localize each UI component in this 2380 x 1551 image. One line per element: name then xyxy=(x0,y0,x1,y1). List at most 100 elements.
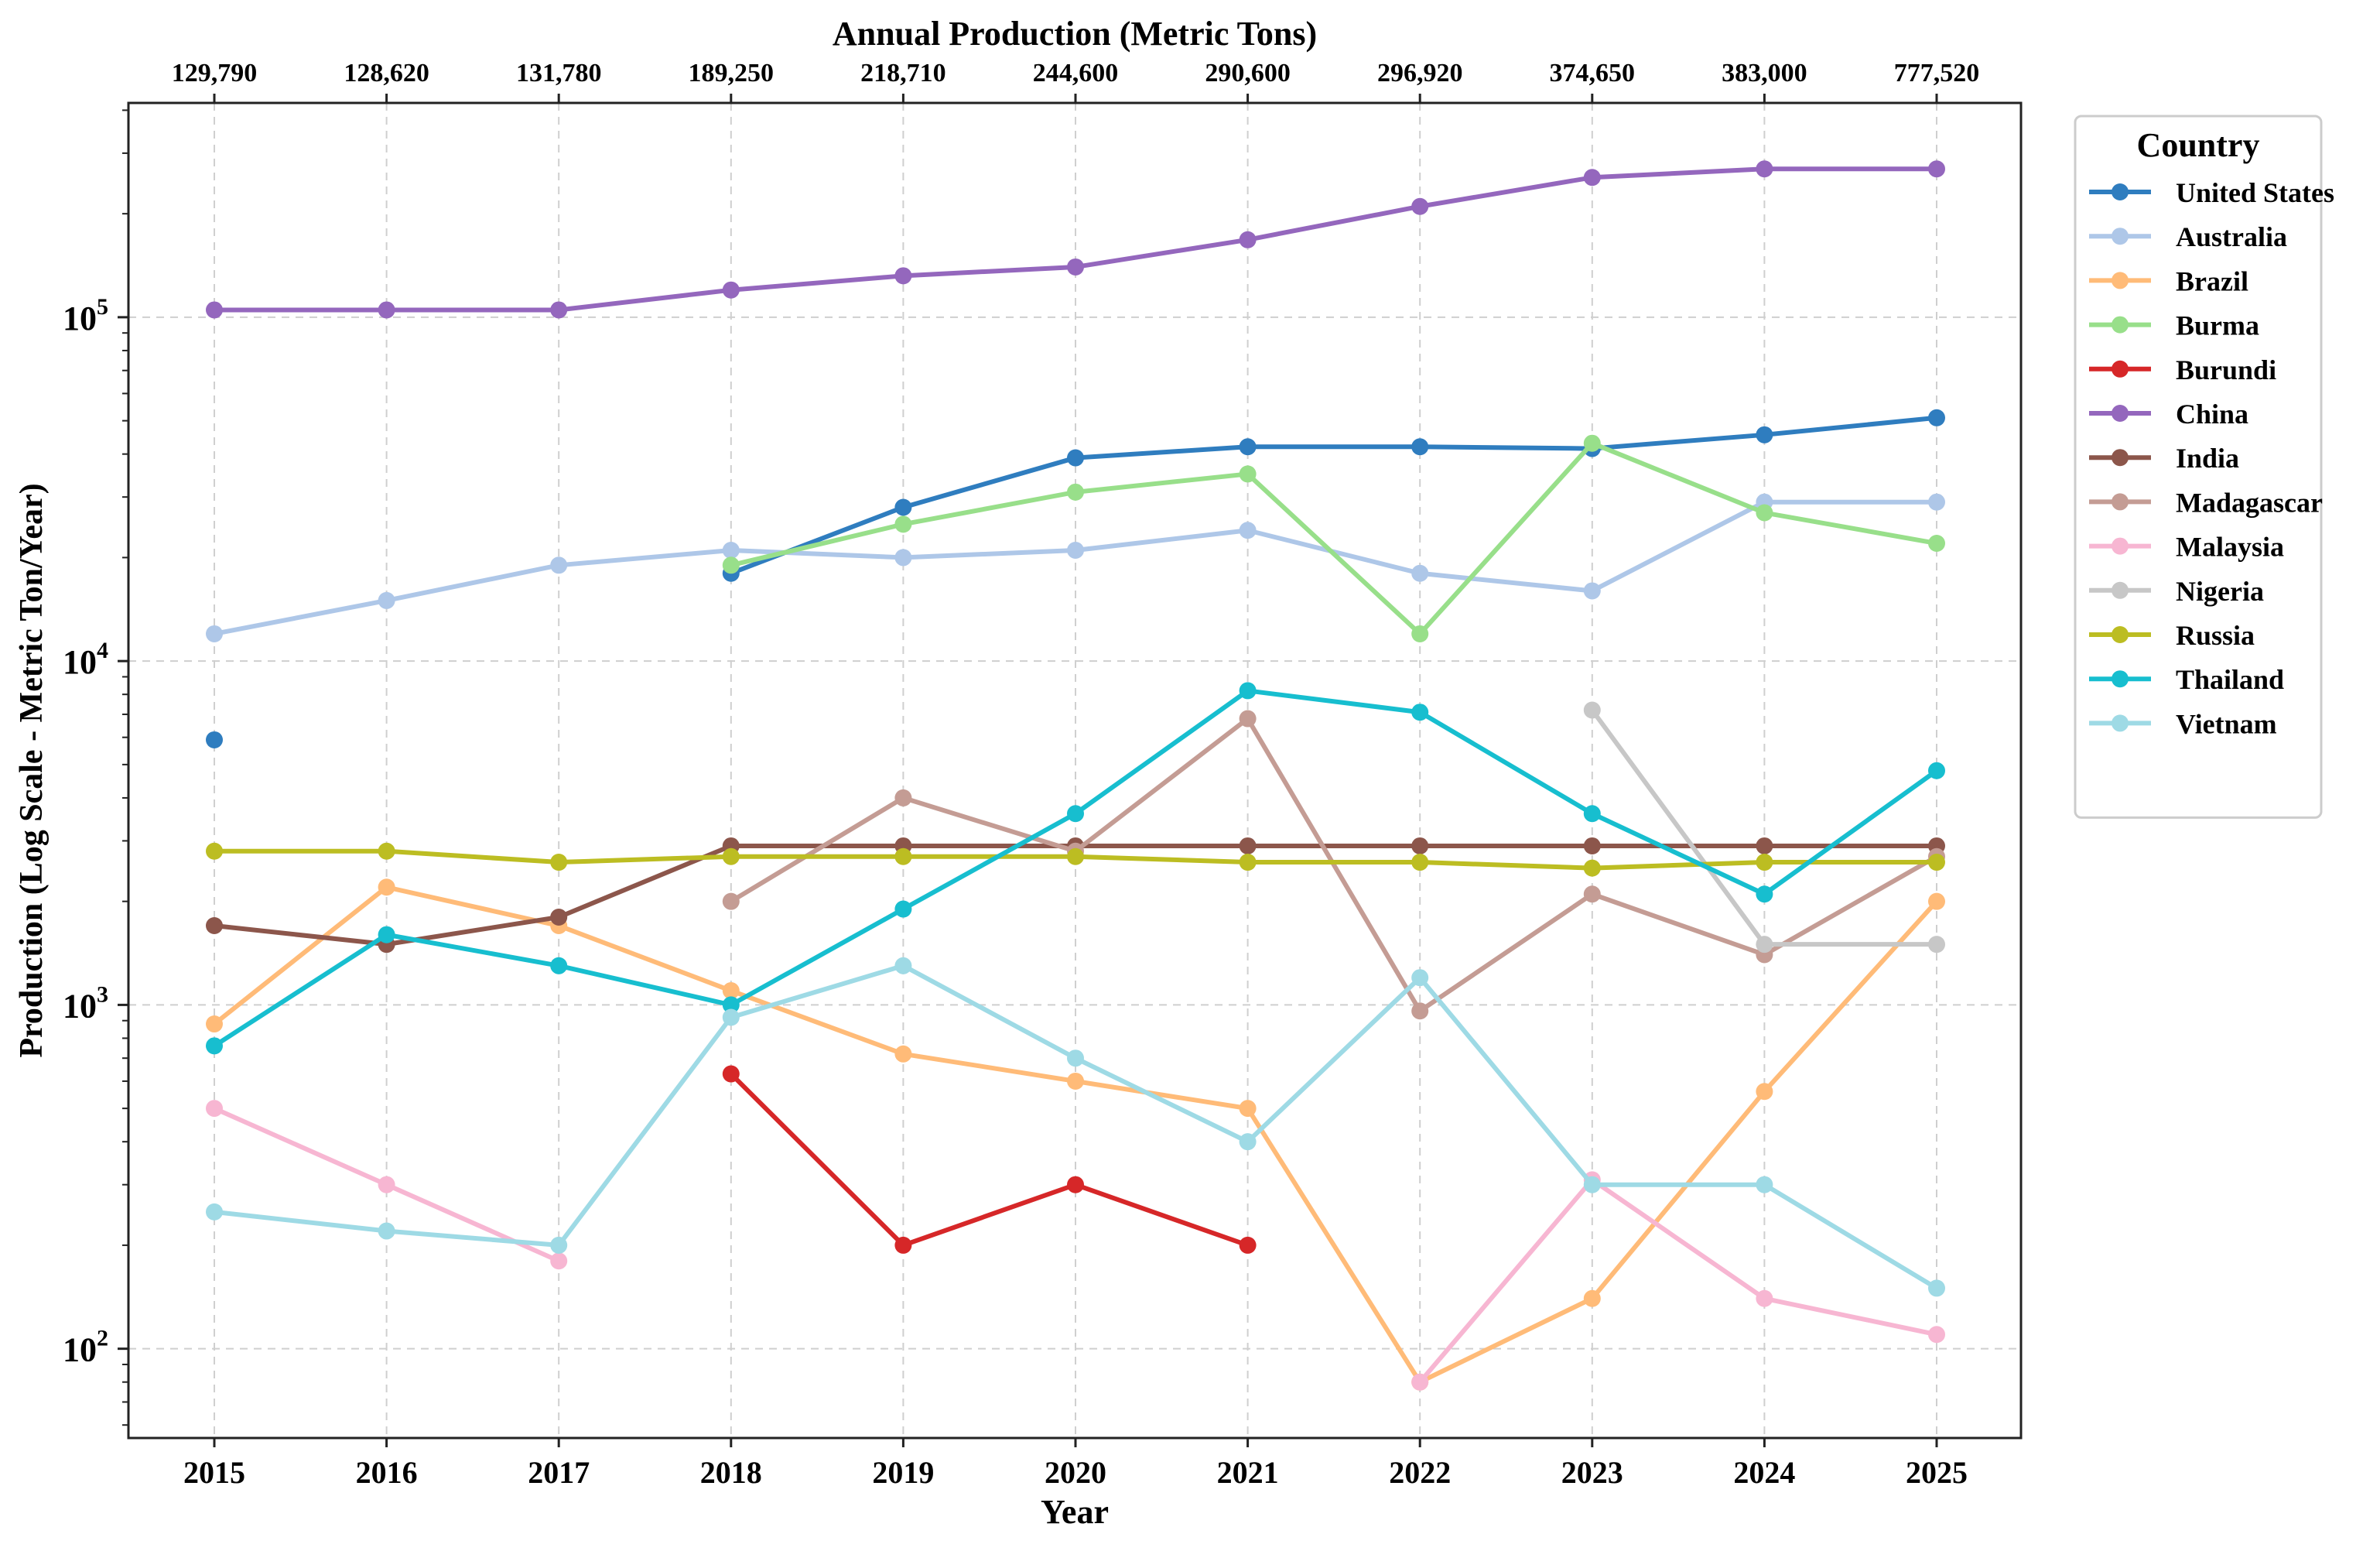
data-point xyxy=(1583,1289,1601,1307)
legend-item: Burma xyxy=(2089,310,2259,341)
data-point xyxy=(1411,969,1429,987)
data-point xyxy=(894,267,912,285)
series-line xyxy=(728,440,1939,636)
x-tick-label: 2016 xyxy=(356,1455,418,1490)
x-tick-label: 2020 xyxy=(1045,1455,1106,1490)
data-point xyxy=(722,892,740,910)
data-point xyxy=(1067,483,1084,501)
legend-marker xyxy=(2112,449,2129,467)
data-point xyxy=(1411,854,1429,871)
series-russia xyxy=(206,842,1945,877)
data-point xyxy=(894,549,912,567)
data-point xyxy=(378,926,395,943)
data-point xyxy=(378,842,395,860)
data-point xyxy=(1756,885,1773,903)
legend-marker xyxy=(2112,316,2129,334)
data-point xyxy=(1239,682,1257,700)
data-point xyxy=(1583,582,1601,600)
x-tick-label: 2017 xyxy=(528,1455,590,1490)
data-point xyxy=(1928,409,1945,426)
data-point xyxy=(894,957,912,974)
y-axis-label: Production (Log Scale - Metric Ton/Year) xyxy=(14,483,50,1057)
legend-items: United States Australia Brazil Burma Burundi… xyxy=(2089,177,2334,739)
grid xyxy=(128,103,2021,1438)
legend-item: Burundi xyxy=(2089,354,2276,385)
data-point xyxy=(550,301,568,319)
data-point xyxy=(722,982,740,1000)
legend-item: China xyxy=(2089,399,2248,430)
legend-item: United States xyxy=(2089,177,2334,208)
data-point xyxy=(550,957,568,974)
data-point xyxy=(1411,1002,1429,1020)
data-point xyxy=(1239,1236,1257,1254)
data-point xyxy=(206,1203,223,1221)
data-point xyxy=(1239,1133,1257,1151)
legend-label: Malaysia xyxy=(2176,532,2284,563)
data-point xyxy=(1411,625,1429,642)
x-tick-label: 2023 xyxy=(1561,1455,1623,1490)
data-point xyxy=(1067,258,1084,276)
x-axis-label: Year xyxy=(1041,1493,1109,1531)
data-point xyxy=(1239,231,1257,248)
data-point xyxy=(206,1015,223,1033)
legend: Country United States Australia Brazil Burm… xyxy=(2074,115,2334,819)
legend-item: Russia xyxy=(2089,620,2255,651)
series-line xyxy=(728,415,1939,576)
legend-label: United States xyxy=(2176,177,2334,208)
data-point xyxy=(206,1100,223,1118)
data-point xyxy=(722,556,740,574)
x-tick-label: 2021 xyxy=(1217,1455,1279,1490)
data-point xyxy=(1756,160,1773,178)
data-point xyxy=(378,301,395,319)
data-point xyxy=(1583,837,1601,854)
x-tick-label: 2024 xyxy=(1733,1455,1795,1490)
chart-title: Annual Production (Metric Tons) xyxy=(833,15,1317,53)
data-point xyxy=(894,847,912,865)
legend-marker xyxy=(2112,493,2129,511)
legend-item: Vietnam xyxy=(2089,708,2277,739)
data-point xyxy=(722,281,740,299)
data-point xyxy=(722,1065,740,1083)
series-line xyxy=(728,716,1939,1014)
data-point xyxy=(1239,1100,1257,1118)
data-point xyxy=(1239,854,1257,871)
data-point xyxy=(206,731,223,748)
top-axis-label: 777,520 xyxy=(1894,59,1980,87)
legend-item: Malaysia xyxy=(2089,532,2284,563)
data-point xyxy=(1756,936,1773,954)
data-point xyxy=(1411,564,1429,582)
data-point xyxy=(1067,805,1084,823)
data-point xyxy=(1411,1373,1429,1391)
legend-marker xyxy=(2112,581,2129,599)
data-point xyxy=(1928,160,1945,178)
legend-label: Vietnam xyxy=(2176,708,2277,739)
data-point xyxy=(1928,1326,1945,1344)
top-axis-label: 189,250 xyxy=(689,59,775,87)
data-point xyxy=(1239,522,1257,539)
legend-label: India xyxy=(2176,443,2239,474)
top-axis-label: 374,650 xyxy=(1550,59,1636,87)
data-point xyxy=(378,1176,395,1193)
series-vietnam xyxy=(206,957,1945,1297)
legend-marker xyxy=(2112,360,2129,378)
legend-title: Country xyxy=(2137,126,2260,164)
legend-item: India xyxy=(2089,443,2239,474)
data-point xyxy=(550,1236,568,1254)
data-point xyxy=(894,1236,912,1254)
data-point xyxy=(1583,169,1601,187)
data-point xyxy=(1928,892,1945,910)
data-point xyxy=(1067,449,1084,467)
data-point xyxy=(1067,1072,1084,1090)
data-point xyxy=(1928,1279,1945,1297)
data-point xyxy=(1411,197,1429,215)
data-point xyxy=(1411,438,1429,456)
y-tick-label: 104 xyxy=(63,638,108,681)
data-point xyxy=(1928,762,1945,779)
data-point xyxy=(894,1045,912,1063)
data-point xyxy=(1583,805,1601,823)
data-point xyxy=(1583,434,1601,452)
data-point xyxy=(206,842,223,860)
axis-ticks: 2015 129,790 2016 128,620 2017 131,780 2018 189… xyxy=(63,59,1979,1490)
data-point xyxy=(1756,854,1773,871)
